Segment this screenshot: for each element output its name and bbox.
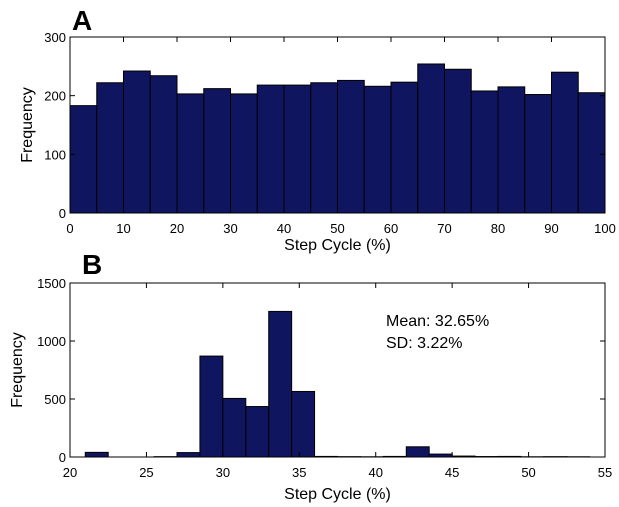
histogram-bar	[577, 92, 606, 214]
sd-annotation: SD: 3.22%	[386, 335, 462, 352]
histogram-bar	[417, 63, 445, 214]
histogram-bar	[203, 88, 231, 214]
x-tick-label: 50	[521, 465, 535, 480]
y-axis-label: Frequency	[9, 332, 26, 408]
y-tick-label: 300	[44, 30, 66, 45]
y-tick-label: 0	[59, 450, 66, 465]
histogram-bar	[84, 451, 109, 458]
histogram-bar	[444, 68, 472, 214]
histogram-bar	[268, 310, 293, 458]
x-tick-label: 30	[216, 465, 230, 480]
x-tick-label: 40	[277, 221, 291, 236]
histogram-bar	[551, 71, 579, 214]
histogram-bar	[363, 85, 392, 214]
histogram-bar	[470, 90, 499, 214]
histogram-bar	[390, 81, 419, 214]
histogram-bar	[256, 84, 285, 214]
histogram-bar	[176, 93, 205, 214]
x-axis-label: Step Cycle (%)	[284, 237, 391, 254]
x-tick-label: 30	[223, 221, 237, 236]
x-tick-label: 50	[330, 221, 344, 236]
x-tick-label: 45	[445, 465, 459, 480]
x-tick-label: 80	[491, 221, 505, 236]
panel-a: 0 10 20 30 40 50 60 70 80 90 100 0 100 200 300 Step Cyc…	[19, 5, 616, 254]
histogram-bar	[230, 93, 258, 214]
histogram-bar	[176, 452, 201, 458]
x-tick-label: 25	[139, 465, 153, 480]
panel-label: B	[82, 249, 102, 280]
histogram-bar	[497, 86, 526, 214]
histogram-bar	[222, 397, 247, 458]
x-tick-label: 20	[63, 465, 77, 480]
histogram-bar	[245, 406, 270, 458]
histogram-bar	[149, 75, 178, 214]
histogram-bar	[291, 390, 316, 458]
histogram-bar	[337, 79, 365, 214]
x-tick-label: 0	[66, 221, 73, 236]
x-tick-label: 100	[594, 221, 616, 236]
histogram-bar	[199, 355, 224, 458]
mean-annotation: Mean: 32.65%	[386, 313, 489, 330]
histogram-bar	[283, 84, 312, 214]
y-tick-label: 100	[44, 147, 66, 162]
x-tick-label: 35	[292, 465, 306, 480]
y-axis-label: Frequency	[19, 87, 36, 163]
panel-label: A	[72, 5, 92, 36]
panel-b: 20 25 30 35 40 45 50 55 0 500 1000 1500 Step Cycle (…	[9, 249, 612, 503]
histogram-bar	[123, 70, 151, 214]
x-tick-label: 90	[544, 221, 558, 236]
y-tick-label: 0	[59, 206, 66, 221]
histogram-bar	[405, 446, 430, 458]
histogram-bar	[310, 82, 338, 214]
x-tick-label: 20	[170, 221, 184, 236]
x-tick-label: 40	[368, 465, 382, 480]
x-tick-label: 55	[598, 465, 612, 480]
y-tick-label: 1500	[37, 276, 66, 291]
x-tick-label: 70	[437, 221, 451, 236]
y-tick-label: 200	[44, 89, 66, 104]
x-tick-label: 10	[116, 221, 130, 236]
y-tick-label: 1000	[37, 334, 66, 349]
y-tick-label: 500	[44, 392, 66, 407]
x-tick-label: 60	[384, 221, 398, 236]
histogram-bar	[524, 93, 552, 214]
histogram-bar	[96, 82, 124, 214]
x-axis-label: Step Cycle (%)	[284, 486, 391, 503]
histogram-bar	[69, 105, 98, 214]
plot-frame	[69, 282, 606, 458]
